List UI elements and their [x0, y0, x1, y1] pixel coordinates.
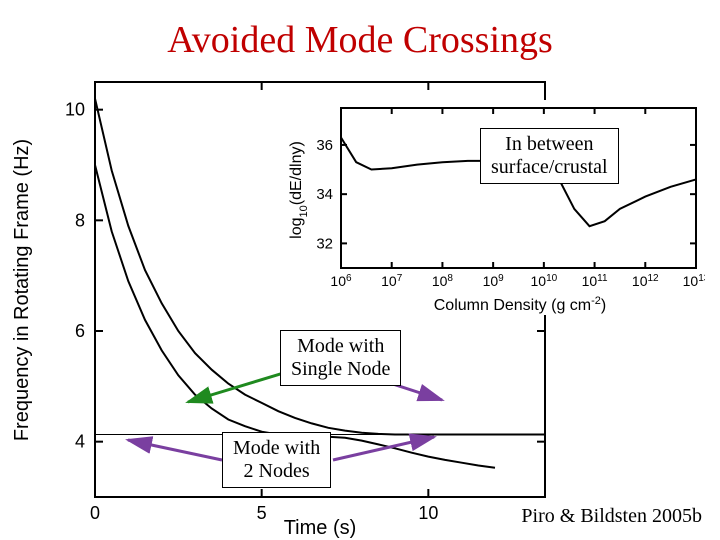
svg-text:1011: 1011: [582, 273, 608, 290]
svg-text:0: 0: [90, 503, 100, 523]
annotation-two-nodes: Mode with2 Nodes: [222, 432, 331, 488]
svg-text:8: 8: [75, 210, 85, 230]
annotation-between: In betweensurface/crustal: [480, 128, 619, 184]
svg-text:36: 36: [316, 137, 333, 154]
svg-text:10: 10: [418, 503, 438, 523]
svg-text:Frequency in Rotating Frame (H: Frequency in Rotating Frame (Hz): [11, 139, 33, 441]
svg-text:108: 108: [432, 273, 454, 290]
svg-text:107: 107: [381, 273, 403, 290]
svg-text:1012: 1012: [632, 273, 659, 290]
svg-text:32: 32: [316, 235, 333, 252]
annotation-single-node: Mode withSingle Node: [280, 330, 401, 386]
svg-text:1013: 1013: [683, 273, 705, 290]
svg-text:109: 109: [483, 273, 505, 290]
svg-text:10: 10: [65, 100, 85, 120]
svg-text:4: 4: [75, 432, 85, 452]
svg-text:1010: 1010: [531, 273, 558, 290]
svg-text:5: 5: [257, 503, 267, 523]
citation: Piro & Bildsten 2005b: [521, 505, 702, 528]
svg-text:log10(dE/dlny): log10(dE/dlny): [288, 141, 310, 239]
svg-text:6: 6: [75, 321, 85, 341]
svg-text:Column Density (g cm-2): Column Density (g cm-2): [434, 295, 606, 314]
svg-text:34: 34: [316, 186, 333, 203]
svg-text:Time (s): Time (s): [284, 517, 357, 539]
svg-text:106: 106: [330, 273, 352, 290]
